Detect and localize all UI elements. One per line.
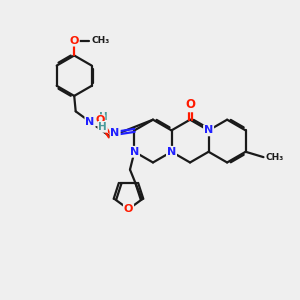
Text: N: N xyxy=(85,117,94,127)
Text: N: N xyxy=(167,147,176,157)
Text: N: N xyxy=(110,128,120,138)
Text: O: O xyxy=(124,204,133,214)
Text: CH₃: CH₃ xyxy=(92,36,110,45)
Text: O: O xyxy=(70,36,79,46)
Text: N: N xyxy=(204,125,213,135)
Text: CH₃: CH₃ xyxy=(265,153,284,162)
Text: H: H xyxy=(99,112,108,122)
Text: N: N xyxy=(130,147,139,157)
Text: O: O xyxy=(95,115,104,125)
Text: H: H xyxy=(98,122,107,132)
Text: O: O xyxy=(185,98,195,111)
